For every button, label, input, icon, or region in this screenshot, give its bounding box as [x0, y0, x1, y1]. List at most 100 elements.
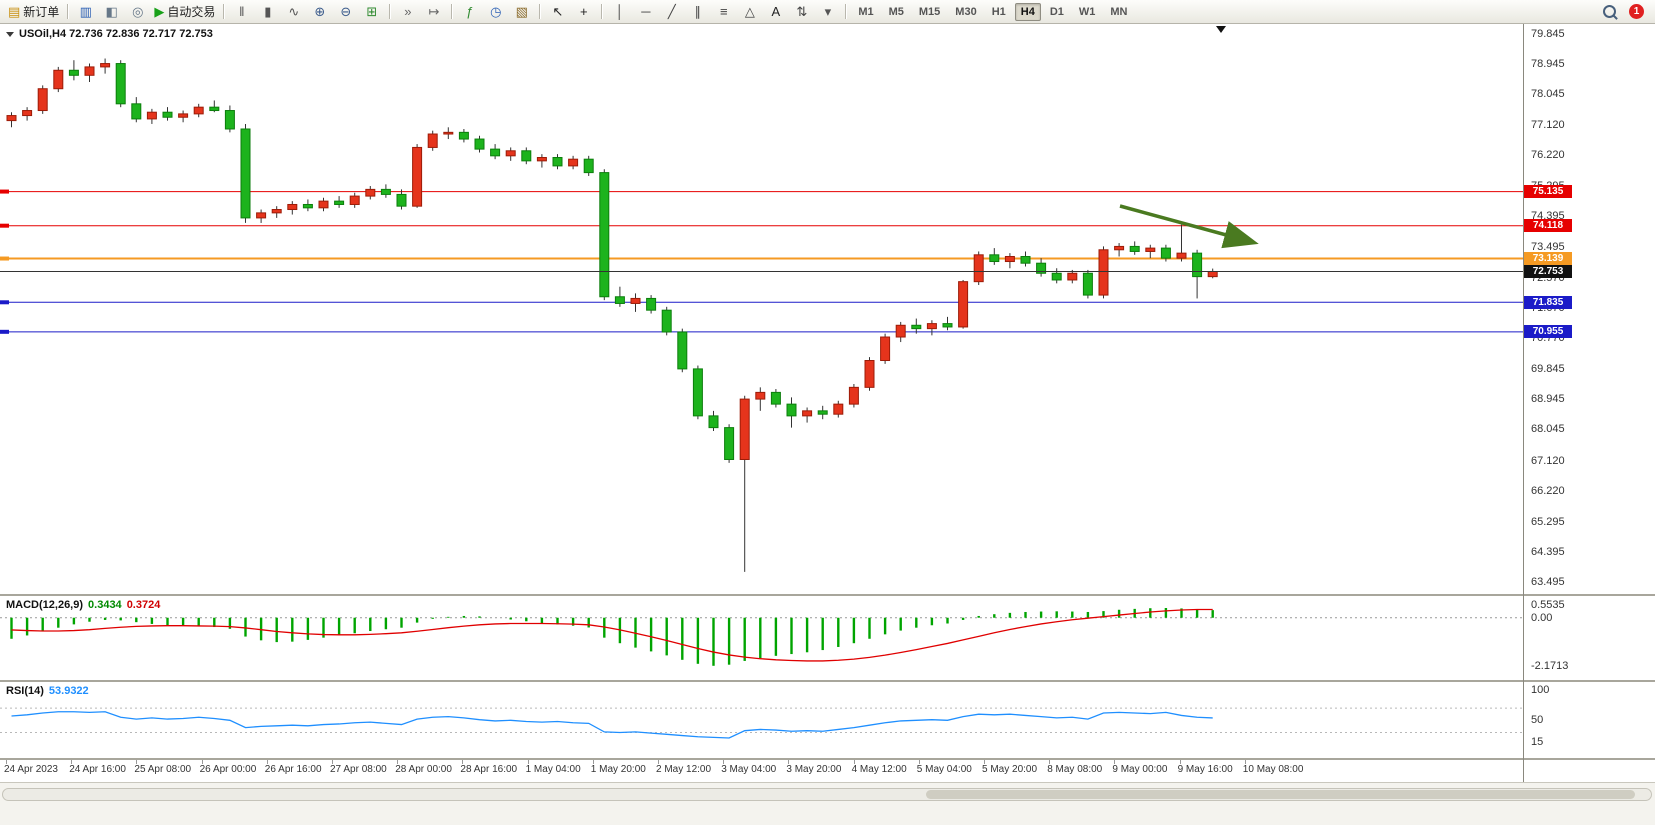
time-axis-tick — [266, 760, 268, 764]
periods-clock-icon: ◷ — [490, 4, 502, 19]
time-axis-label: 26 Apr 00:00 — [199, 764, 257, 775]
macd-panel[interactable]: MACD(12,26,9) 0.3434 0.3724 — [0, 596, 1655, 680]
candle — [568, 158, 579, 167]
candle — [412, 146, 423, 207]
templates-icon: ▧ — [515, 4, 528, 19]
panel-separator[interactable] — [0, 680, 1655, 682]
strategy-tester-button[interactable]: ◎ — [125, 2, 150, 22]
new-order-button[interactable]: ▤ 新订单 — [5, 2, 62, 22]
main-chart-panel[interactable]: USOil,H4 72.736 72.836 72.717 72.753 — [0, 24, 1655, 594]
timeframe-m30-button[interactable]: M30 — [955, 5, 977, 18]
timeframe-h1-button[interactable]: H1 — [991, 5, 1006, 18]
timeframe-h4-button[interactable]: H4 — [1014, 2, 1041, 21]
time-axis-tick — [788, 760, 790, 764]
time-axis-label: 28 Apr 16:00 — [460, 764, 518, 775]
shapes-icon: △ — [744, 4, 755, 19]
symbol-dropdown-icon[interactable] — [6, 31, 14, 37]
tile-windows-button[interactable]: ⊞ — [359, 2, 384, 22]
auto-scroll-button[interactable]: » — [395, 2, 420, 22]
line-left-anchor — [0, 223, 9, 228]
time-axis-tick — [1179, 760, 1181, 764]
periods-button[interactable]: ◷ — [483, 2, 508, 22]
candle — [146, 111, 157, 120]
shapes-button[interactable]: △ — [737, 2, 762, 22]
vertical-line-icon: │ — [615, 4, 624, 19]
rsi-panel[interactable]: RSI(14) 53.9322 — [0, 682, 1655, 758]
bar-chart-button[interactable]: ‖ — [229, 2, 254, 22]
candle — [302, 203, 313, 209]
chart-shift-button[interactable]: ↦ — [421, 2, 446, 22]
toolbar-separator — [845, 4, 847, 19]
price-scale[interactable]: 79.84578.94578.04577.12076.22075.29574.3… — [1524, 0, 1655, 825]
timeframe-m1-button[interactable]: M1 — [858, 5, 874, 18]
time-axis-tick — [658, 760, 659, 764]
price-tick-label: 79.845 — [1531, 27, 1565, 40]
zoom-in-button[interactable]: ⊕ — [307, 2, 332, 22]
trend-arrow-annotation[interactable] — [1119, 204, 1259, 249]
candle — [630, 297, 641, 304]
candle — [1004, 255, 1015, 263]
auto-trading-button-label: 自动交易 — [167, 4, 216, 19]
price-tick-label: 78.945 — [1531, 57, 1565, 70]
rsi-canvas[interactable] — [0, 682, 1523, 758]
candle — [739, 398, 750, 460]
horizontal-line-button[interactable]: ─ — [633, 2, 658, 22]
timeframe-w1-button[interactable]: W1 — [1078, 5, 1096, 18]
time-axis-label: 2 May 12:00 — [656, 764, 712, 775]
price-tick-label: 67.120 — [1531, 454, 1565, 467]
market-watch-button[interactable]: ▥ — [73, 2, 98, 22]
panel-separator[interactable] — [0, 758, 1655, 760]
timeframe-m15-button[interactable]: M15 — [918, 5, 941, 18]
rsi-line — [11, 711, 1213, 739]
line-chart-button[interactable]: ∿ — [281, 2, 306, 22]
channel-button[interactable]: ∥ — [685, 2, 710, 22]
text-label-button[interactable]: A — [763, 2, 788, 22]
search-button[interactable] — [1597, 2, 1622, 22]
rsi-tick-label: 100 — [1531, 683, 1550, 696]
time-axis-label: 28 Apr 00:00 — [395, 764, 452, 775]
macd-label: MACD(12,26,9) 0.3434 0.3724 — [6, 599, 160, 611]
notification-badge[interactable]: 1 — [1629, 4, 1644, 19]
fibonacci-button[interactable]: ≡ — [711, 2, 736, 22]
timeframe-mn-button[interactable]: MN — [1110, 5, 1128, 18]
arrows-tool-button[interactable]: ⇅ — [789, 2, 814, 22]
strategy-tester-icon: ◎ — [132, 4, 144, 19]
tile-windows-icon: ⊞ — [366, 4, 378, 19]
tools-dropdown-button[interactable]: ▾ — [815, 2, 840, 22]
indicators-button[interactable]: ƒ — [457, 2, 482, 22]
candle — [1051, 272, 1062, 281]
time-axis[interactable]: 24 Apr 2023 24 Apr 16:00 25 Apr 08:00 26 Ap… — [0, 760, 1655, 782]
macd-signal-line — [11, 608, 1213, 662]
candle — [536, 157, 547, 162]
candle — [224, 110, 235, 130]
cursor-button[interactable]: ↖ — [545, 2, 570, 22]
time-axis-label: 3 May 20:00 — [786, 764, 842, 775]
templates-button[interactable]: ▧ — [509, 2, 534, 22]
candle — [786, 403, 797, 417]
price-chart-canvas[interactable] — [0, 24, 1523, 594]
scroll-to-end-icon[interactable] — [1216, 26, 1226, 33]
scrollbar-thumb[interactable] — [925, 790, 1635, 799]
candle — [926, 323, 937, 330]
candle — [68, 69, 79, 76]
macd-canvas[interactable] — [0, 596, 1523, 680]
zoom-out-button[interactable]: ⊖ — [333, 2, 358, 22]
candle — [178, 113, 189, 118]
candlestick-chart-button[interactable]: ▮ — [255, 2, 280, 22]
auto-trading-button[interactable]: ▶ 自动交易 — [151, 2, 218, 22]
panel-separator[interactable] — [0, 594, 1655, 596]
macd-tick-label: 0.00 — [1531, 611, 1553, 624]
price-tick-label: 76.220 — [1531, 149, 1565, 162]
data-window-button[interactable]: ◧ — [99, 2, 124, 22]
trendline-button[interactable]: ╱ — [659, 2, 684, 22]
chart-shift-icon: ↦ — [428, 4, 440, 19]
crosshair-button[interactable]: + — [571, 2, 596, 22]
time-axis-label: 26 Apr 16:00 — [264, 764, 322, 775]
horizontal-scrollbar[interactable] — [2, 788, 1652, 801]
timeframe-m5-button[interactable]: M5 — [888, 5, 904, 18]
line-left-anchor — [0, 300, 9, 305]
timeframe-d1-button[interactable]: D1 — [1049, 5, 1064, 18]
vertical-line-button[interactable]: │ — [607, 2, 632, 22]
current-price-tag: 72.753 — [1524, 264, 1572, 278]
auto-scroll-icon: » — [404, 4, 412, 19]
